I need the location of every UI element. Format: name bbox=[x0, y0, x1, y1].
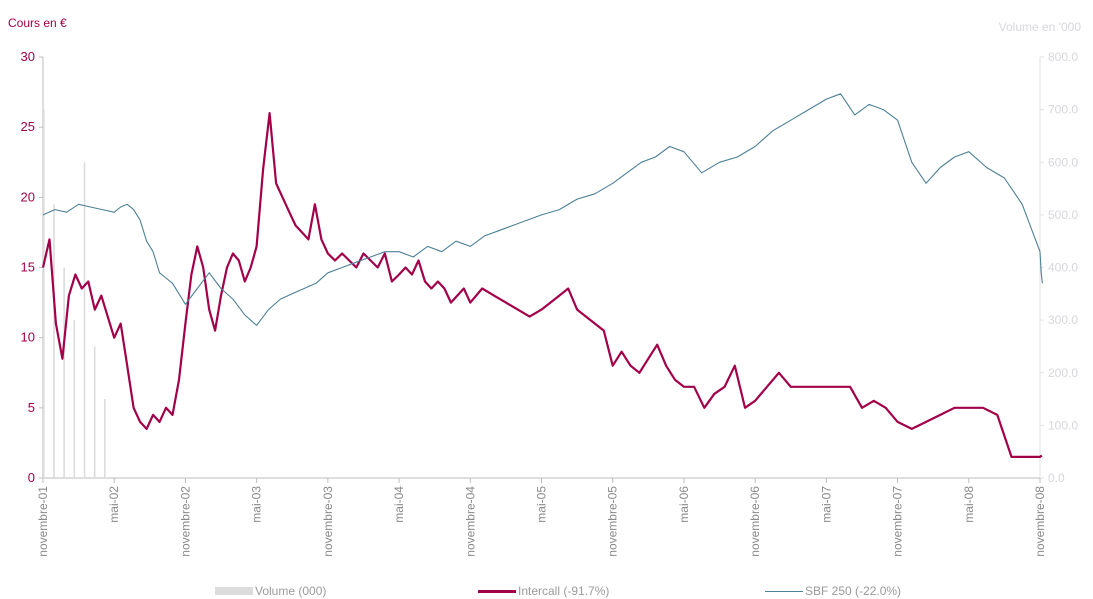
volume-bar bbox=[53, 204, 55, 478]
legend-item-volume: Volume (000) bbox=[215, 584, 326, 598]
y-left-tick-label: 15 bbox=[21, 260, 35, 275]
x-tick-label: novembre-03 bbox=[321, 486, 335, 557]
y-right-tick-label: 0.0 bbox=[1048, 471, 1065, 485]
volume-bar bbox=[104, 399, 106, 478]
y-right-tick-label: 700.0 bbox=[1048, 103, 1078, 117]
y-right-tick-label: 500.0 bbox=[1048, 208, 1078, 222]
x-tick-label: mai-05 bbox=[535, 486, 549, 523]
x-tick-label: mai-06 bbox=[677, 486, 691, 523]
y-left-tick-label: 0 bbox=[28, 470, 35, 485]
legend-swatch-volume bbox=[215, 587, 253, 595]
legend-label-sbf250: SBF 250 (-22.0%) bbox=[805, 584, 902, 598]
legend-swatch-intercall bbox=[478, 589, 516, 593]
x-tick-label: novembre-01 bbox=[36, 486, 50, 557]
x-tick-label: novembre-08 bbox=[1033, 486, 1047, 557]
y-right-tick-label: 800.0 bbox=[1048, 50, 1078, 64]
x-tick-label: mai-04 bbox=[392, 486, 406, 523]
volume-bar bbox=[93, 346, 96, 478]
volume-bar bbox=[73, 320, 76, 478]
volume-bar bbox=[83, 162, 86, 478]
x-tick-label: mai-03 bbox=[250, 486, 264, 523]
x-tick-label: mai-02 bbox=[107, 486, 121, 523]
y-left-tick-label: 25 bbox=[21, 119, 35, 134]
chart: 0510152025300.0100.0200.0300.0400.0500.0… bbox=[21, 49, 1079, 557]
x-tick-label: novembre-04 bbox=[463, 486, 477, 557]
x-tick-label: mai-07 bbox=[819, 486, 833, 523]
y-left-tick-label: 10 bbox=[21, 330, 35, 345]
y-left-tick-label: 5 bbox=[28, 400, 35, 415]
legend: Volume (000) Intercall (-91.7%) SBF 250 … bbox=[0, 584, 1093, 599]
x-tick-label: novembre-02 bbox=[178, 486, 192, 557]
y-left-axis-title: Cours en € bbox=[8, 16, 67, 30]
y-right-tick-label: 400.0 bbox=[1048, 261, 1078, 275]
y-left-tick-label: 30 bbox=[21, 49, 35, 64]
series-line-sbf250 bbox=[42, 93, 1043, 326]
legend-swatch-sbf250 bbox=[765, 590, 803, 592]
legend-item-sbf250: SBF 250 (-22.0%) bbox=[765, 584, 901, 598]
legend-label-volume: Volume (000) bbox=[255, 584, 327, 598]
y-right-tick-label: 300.0 bbox=[1048, 313, 1078, 327]
volume-bar bbox=[63, 267, 65, 478]
volume-bar bbox=[43, 109, 45, 478]
x-tick-label: mai-08 bbox=[962, 486, 976, 523]
y-right-tick-label: 200.0 bbox=[1048, 366, 1078, 380]
x-tick-label: novembre-07 bbox=[891, 486, 905, 557]
y-right-axis-title: Volume en '000 bbox=[998, 20, 1081, 34]
x-tick-label: novembre-05 bbox=[606, 486, 620, 557]
x-tick-label: novembre-06 bbox=[748, 486, 762, 557]
y-right-tick-label: 100.0 bbox=[1048, 418, 1078, 432]
legend-label-intercall: Intercall (-91.7%) bbox=[518, 584, 610, 598]
series-line-intercall bbox=[41, 112, 1043, 458]
y-right-tick-label: 600.0 bbox=[1048, 155, 1078, 169]
y-left-tick-label: 20 bbox=[21, 189, 35, 204]
legend-item-intercall: Intercall (-91.7%) bbox=[478, 584, 609, 598]
